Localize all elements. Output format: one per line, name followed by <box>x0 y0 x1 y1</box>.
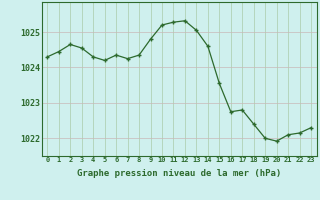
X-axis label: Graphe pression niveau de la mer (hPa): Graphe pression niveau de la mer (hPa) <box>77 169 281 178</box>
